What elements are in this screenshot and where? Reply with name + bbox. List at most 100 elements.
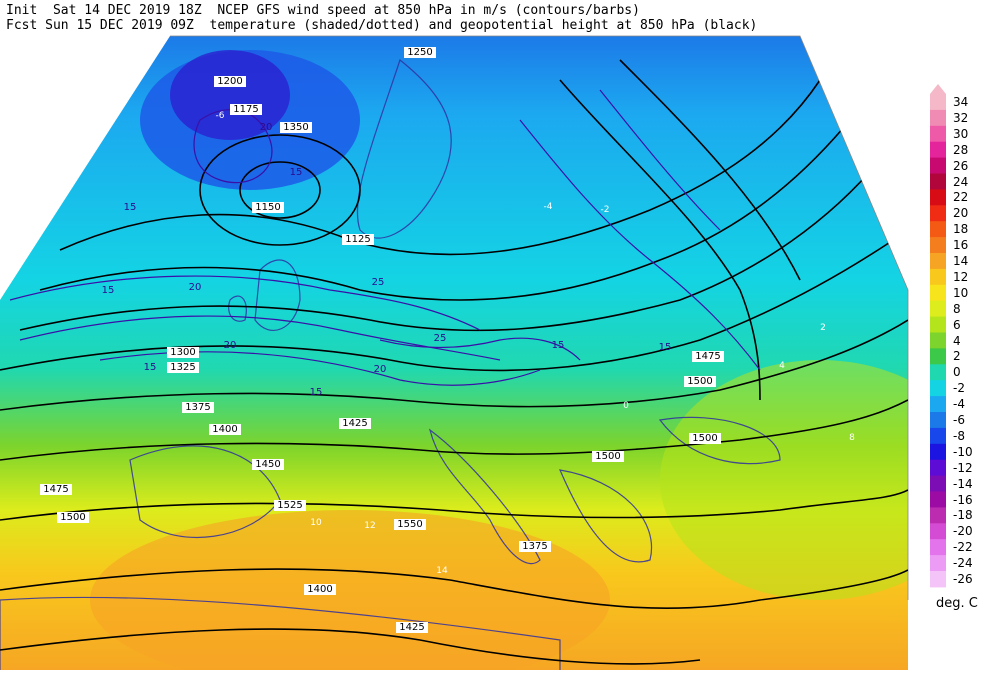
temperature-label: 14 xyxy=(436,566,448,576)
colorbar-swatch xyxy=(930,491,946,508)
colorbar-swatch xyxy=(930,173,946,190)
colorbar-swatch xyxy=(930,555,946,572)
wind-label: 15 xyxy=(124,202,137,213)
colorbar-units: deg. C xyxy=(936,596,978,611)
scandinavia-outline xyxy=(356,58,452,239)
colorbar-tick-label: 22 xyxy=(953,190,969,205)
black-sea-outline xyxy=(658,416,781,465)
temperature-label: 2 xyxy=(820,323,826,333)
colorbar-tick-label: -6 xyxy=(953,413,965,427)
temperature-label: 12 xyxy=(364,521,375,531)
colorbar-swatch xyxy=(930,427,946,445)
colorbar-tick-label: 6 xyxy=(953,317,961,332)
italy-outline xyxy=(429,428,541,565)
svg-text:1325: 1325 xyxy=(170,362,195,373)
low-center-contour xyxy=(239,161,321,219)
height-label: 1200 xyxy=(214,76,246,87)
temperature-label: 0 xyxy=(623,401,629,411)
height-contours xyxy=(0,59,908,665)
colorbar-tick-label: 14 xyxy=(953,254,969,268)
colorbar-swatch xyxy=(930,523,946,540)
colorbar-tick-label: -2 xyxy=(953,381,965,396)
svg-text:1175: 1175 xyxy=(233,104,258,115)
colorbar-tick-label: -16 xyxy=(953,492,973,507)
colorbar-tick-label: 32 xyxy=(953,110,969,125)
svg-text:1250: 1250 xyxy=(407,47,432,58)
colorbar-tick-label: -4 xyxy=(953,397,965,412)
colorbar-tick-label: 30 xyxy=(953,126,969,141)
wind-label: 25 xyxy=(434,333,447,344)
height-label: 1250 xyxy=(404,47,436,58)
height-label: 1425 xyxy=(339,418,371,429)
temperature-label: -2 xyxy=(601,205,610,215)
header-line-1: Init Sat 14 DEC 2019 18Z NCEP GFS wind s… xyxy=(6,3,640,18)
height-label: 1400 xyxy=(304,584,336,595)
wind-label: 20 xyxy=(224,340,237,351)
colorbar-swatch xyxy=(930,125,946,143)
wind-label: 15 xyxy=(310,387,323,398)
svg-text:1375: 1375 xyxy=(185,402,210,413)
colorbar-swatch xyxy=(930,221,946,238)
svg-text:1500: 1500 xyxy=(687,376,712,387)
svg-text:1500: 1500 xyxy=(692,433,717,444)
colorbar-tick-label: 12 xyxy=(953,269,969,284)
colorbar-tick-label: 8 xyxy=(953,301,961,316)
svg-text:1125: 1125 xyxy=(345,234,370,245)
colorbar-tick-label: -8 xyxy=(953,428,965,443)
colorbar-swatch xyxy=(930,189,946,206)
colorbar-tick-label: -10 xyxy=(953,444,973,459)
colorbar-swatch xyxy=(930,253,946,270)
colorbar-tick-label: -18 xyxy=(953,508,973,523)
colorbar-tick-label: 20 xyxy=(953,206,969,221)
warm-region-east xyxy=(660,360,908,600)
svg-text:1425: 1425 xyxy=(342,418,367,429)
colorbar-tick-label: 26 xyxy=(953,158,969,173)
svg-text:1500: 1500 xyxy=(60,512,85,523)
colorbar-swatch xyxy=(930,237,946,254)
wind-label: 25 xyxy=(372,277,385,288)
colorbar-swatch xyxy=(930,316,946,333)
colorbar-arrow xyxy=(930,84,946,94)
svg-text:1500: 1500 xyxy=(595,451,620,462)
svg-text:1475: 1475 xyxy=(43,484,68,495)
colorbar-swatch xyxy=(930,205,946,222)
height-label: 1500 xyxy=(592,451,624,462)
colorbar-tick-label: 28 xyxy=(953,142,969,157)
height-label: 1175 xyxy=(230,104,262,115)
ireland-outline xyxy=(228,295,247,322)
colorbar-swatch xyxy=(930,284,946,302)
height-label: 1475 xyxy=(40,484,72,495)
colorbar-tick-label: 34 xyxy=(953,95,969,109)
temperature-label: -4 xyxy=(544,202,553,212)
svg-text:1400: 1400 xyxy=(212,424,237,435)
height-label: 1125 xyxy=(342,234,374,245)
colorbar-swatch xyxy=(930,507,946,524)
colorbar-swatch xyxy=(930,364,946,381)
colorbar-swatch xyxy=(930,268,946,286)
height-label: 1325 xyxy=(167,362,199,373)
svg-text:1375: 1375 xyxy=(522,541,547,552)
colorbar-swatch xyxy=(930,571,946,588)
header-line-2: Fcst Sun 15 DEC 2019 09Z temperature (sh… xyxy=(6,18,758,33)
height-label: 1500 xyxy=(689,433,721,444)
height-label: 1375 xyxy=(519,541,551,552)
colorbar-swatch xyxy=(930,380,946,397)
colorbar-tick-label: 0 xyxy=(953,365,961,380)
wind-label: 20 xyxy=(189,282,202,293)
svg-text:1350: 1350 xyxy=(283,122,308,133)
colorbar-swatch xyxy=(930,332,946,349)
temperature-label: 4 xyxy=(779,361,785,371)
height-label: 1475 xyxy=(692,351,724,362)
colorbar-tick-label: 2 xyxy=(953,349,961,364)
colorbar xyxy=(930,84,946,588)
colorbar-swatch xyxy=(930,157,946,174)
colorbar-swatch xyxy=(930,412,946,429)
height-label: 1400 xyxy=(209,424,241,435)
height-label: 1525 xyxy=(274,500,306,511)
svg-text:1475: 1475 xyxy=(695,351,720,362)
balkans-outline xyxy=(559,469,653,563)
cold-core xyxy=(170,50,290,140)
north-africa-coast xyxy=(0,596,561,670)
svg-text:1550: 1550 xyxy=(397,519,422,530)
colorbar-swatch xyxy=(930,300,946,318)
